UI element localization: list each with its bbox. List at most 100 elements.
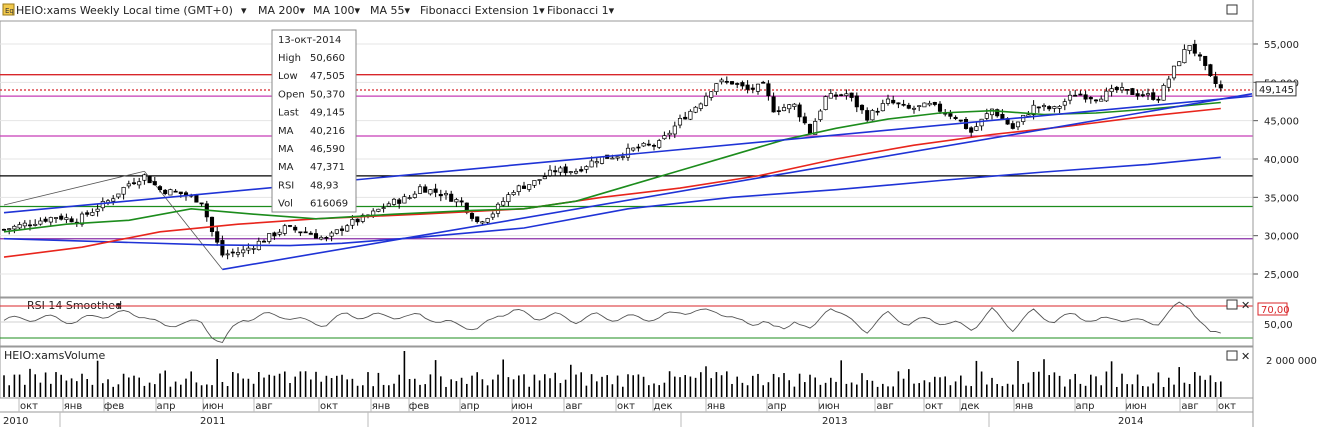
candle-body [506,194,511,203]
candle-body [386,203,391,207]
candle-body [142,174,147,181]
y-tick-3: 40,000 [1264,155,1299,166]
candle-body [1182,49,1187,64]
candle-body [235,252,241,255]
candle-body [12,225,17,230]
candle-body [443,193,449,196]
indicator-label-0[interactable]: MA 200▾ [258,4,306,17]
price-axis: 25,00030,00035,00040,00045,00050,00055,0… [1253,40,1299,281]
candle-body [547,169,553,176]
tooltip-label-1: Low [278,71,298,82]
candle-body [324,237,329,239]
symbol-label[interactable]: HEIO:xams Weekly Local time (GMT+0) [16,4,233,17]
candle-body [891,99,896,104]
candle-body [958,119,963,122]
candle-body [797,104,802,118]
tooltip-value-7: 48,93 [310,180,339,191]
tooltip-box [271,29,357,213]
indicator-label-2[interactable]: MA 55▾ [370,4,411,17]
month-label-11: авг [565,401,582,412]
candle-body [308,232,313,235]
candle-body [48,217,53,223]
candle-body [963,119,969,129]
volume-close-icon[interactable]: ✕ [1241,350,1250,363]
candle-body [1078,93,1083,96]
candle-body [69,218,74,223]
candle-body [917,105,922,107]
candle-body [397,199,402,204]
candle-body [740,82,745,87]
y-tick-0: 25,000 [1264,270,1299,281]
candle-body [729,81,735,85]
indicator-label-4[interactable]: Fibonacci 1▾ [547,4,615,17]
candle-body [927,102,932,106]
rsi-close-icon[interactable]: ✕ [1241,299,1250,312]
candle-body [402,196,407,204]
candle-body [95,208,100,212]
candle-body [688,110,693,120]
last-price-badge [1255,81,1297,97]
candle-body [1010,123,1015,129]
candle-body [1114,86,1119,91]
candle-body [360,214,365,222]
candle-body [521,185,527,189]
candle-body [771,96,776,113]
candle-body [1166,78,1171,88]
candle-body [631,147,636,151]
candle-body [480,221,485,224]
candle-body [1093,99,1099,102]
candle-body [854,95,859,108]
candle-body [584,166,589,170]
volume-maximize-icon[interactable] [1226,350,1238,361]
year-label-3: 2013 [822,416,847,427]
indicator-label-1[interactable]: MA 100▾ [313,4,361,17]
month-label-1: янв [64,401,83,412]
candle-body [1041,105,1047,108]
candle-body [974,126,979,131]
candle-body [755,83,761,92]
candle-body [355,218,360,223]
tooltip-label-7: RSI [278,180,294,191]
y-tick-6: 55,000 [1264,40,1299,51]
candle-body [1187,45,1192,51]
candle-body [995,109,1000,117]
candle-body [1,228,7,231]
candle-body [459,200,464,203]
candle-body [657,140,662,148]
candle-body [1015,121,1021,128]
candle-body [199,202,204,205]
candle-body [703,95,709,106]
candle-body [475,216,480,223]
candle-body [428,189,433,195]
candle-body [79,213,85,225]
candle-body [1052,106,1057,109]
candle-body [719,79,724,83]
tooltip-value-3: 49,145 [310,108,345,119]
month-label-10: июн [511,401,532,412]
candle-body [137,181,142,186]
candle-body [339,228,345,231]
candle-body [516,185,521,192]
month-label-23: авг [1181,401,1198,412]
month-label-0: окт [20,401,38,412]
ma55-line [3,101,1221,233]
candle-body [371,210,376,216]
year-label-4: 2014 [1118,416,1143,427]
maximize-icon[interactable] [1226,4,1238,15]
symbol-dropdown-icon[interactable]: ▾ [241,4,247,17]
candle-body [870,110,875,121]
candle-body [776,110,781,112]
trend-line-1 [3,95,1253,214]
indicator-label-3[interactable]: Fibonacci Extension 1▾ [420,4,545,17]
candle-body [131,182,137,185]
candle-body [511,192,516,195]
candle-body [38,220,43,225]
candle-body [277,231,282,235]
rsi-maximize-icon[interactable] [1226,299,1238,310]
candle-body [1192,43,1197,54]
candle-body [615,156,620,159]
candle-body [1104,90,1109,102]
candle-body [22,222,27,227]
candle-body [672,125,677,135]
time-axis: окт янв фев апр июн авг окт янв фев апр июн авг окт д… [0,397,1253,427]
